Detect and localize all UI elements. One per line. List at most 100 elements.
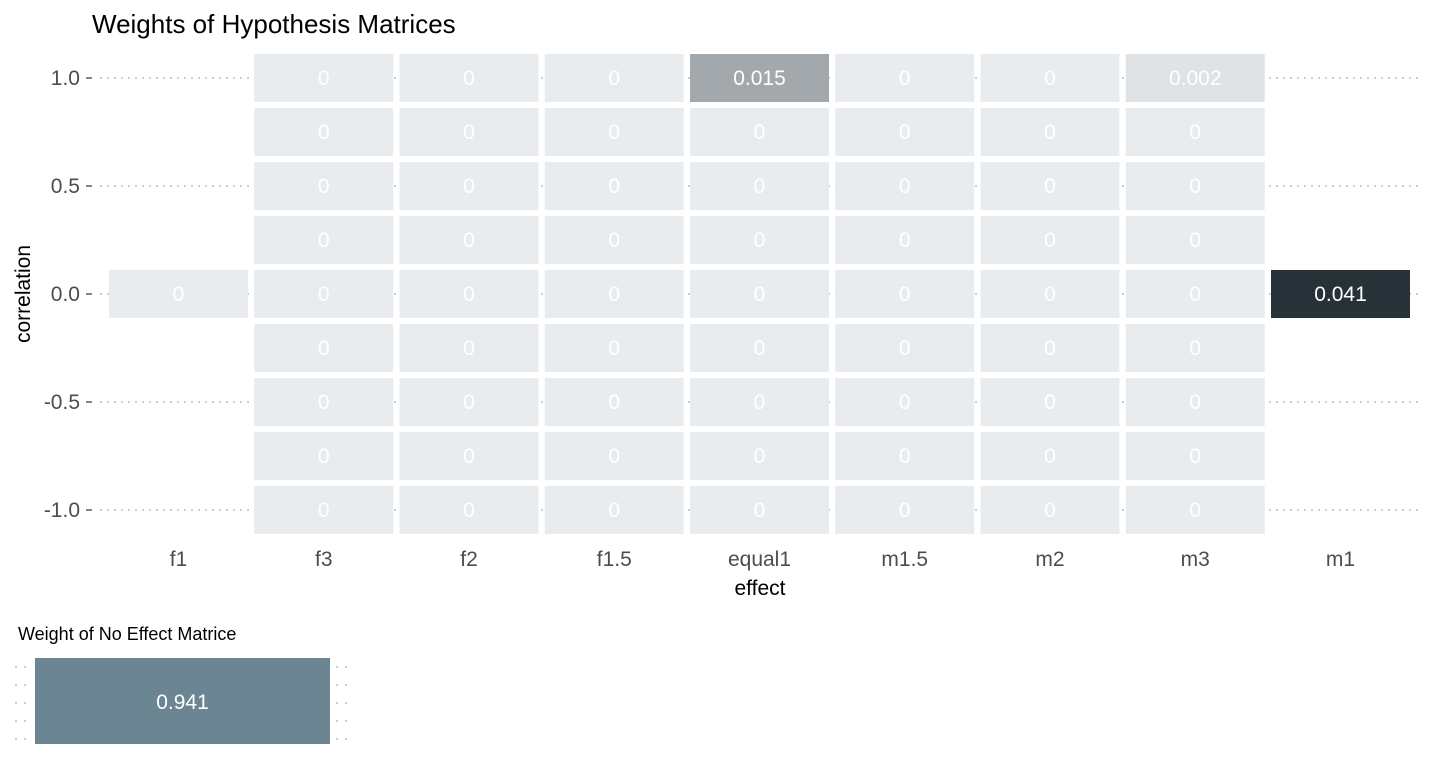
heatmap-cell: [835, 324, 975, 372]
heatmap-cell: [109, 270, 248, 318]
heatmap-cell: [399, 378, 539, 426]
heatmap-cell: [254, 54, 394, 102]
cell-value-label: 0: [899, 337, 911, 360]
heatmap-cell: [544, 162, 684, 210]
heatmap-cell: [254, 486, 394, 534]
heatmap-cell: [254, 216, 394, 264]
cell-value-label: 0: [1044, 229, 1056, 252]
heatmap-cell: [835, 432, 975, 480]
heatmap-cell: [690, 54, 829, 102]
heatmap-cell: [980, 162, 1120, 210]
cell-value-label: 0: [608, 67, 620, 90]
cell-value-label: 0: [1044, 283, 1056, 306]
heatmap-cell: [254, 378, 394, 426]
heatmap-cell: [544, 324, 684, 372]
x-tick-label: m2: [1035, 548, 1064, 571]
cell-value-label: 0: [1189, 121, 1201, 144]
x-tick-label: f1: [170, 548, 188, 571]
heatmap-cell: [690, 216, 829, 264]
y-tick-label: 1.0: [51, 67, 80, 90]
cell-value-label: 0: [1189, 391, 1201, 414]
cell-value-label: 0.041: [1314, 283, 1367, 306]
heatmap-cell: [254, 162, 394, 210]
cell-value-label: 0: [463, 229, 475, 252]
cell-value-label: 0: [608, 175, 620, 198]
heatmap-cell: [544, 432, 684, 480]
x-tick-label: f2: [460, 548, 478, 571]
cell-value-label: 0: [754, 337, 766, 360]
x-tick-label: equal1: [728, 548, 791, 571]
cell-value-label: 0: [463, 391, 475, 414]
x-tick-label: m3: [1181, 548, 1210, 571]
heatmap-cell: [1125, 324, 1265, 372]
cell-value-label: 0: [463, 337, 475, 360]
cell-value-label: 0: [1044, 175, 1056, 198]
heatmap-cell: [544, 270, 684, 318]
heatmap-cell: [835, 162, 975, 210]
heatmap-cell: [690, 432, 829, 480]
heatmap-cell: [544, 216, 684, 264]
cell-value-label: 0: [1189, 499, 1201, 522]
y-tick-label: -0.5: [44, 391, 80, 414]
cell-value-label: 0.002: [1169, 67, 1222, 90]
cell-value-label: 0: [318, 445, 330, 468]
cell-value-label: 0: [463, 283, 475, 306]
cell-value-label: 0: [899, 445, 911, 468]
heatmap-cell: [1271, 270, 1410, 318]
y-tick-label: 0.0: [51, 283, 80, 306]
heatmap-cell: [1125, 270, 1265, 318]
cell-value-label: 0: [608, 499, 620, 522]
heatmap-cell: [254, 270, 394, 318]
y-axis-ticks: 1.0 0.5 0.0 -0.5 -1.0: [44, 67, 92, 522]
heatmap-cell: [544, 378, 684, 426]
cell-value-label: 0.015: [733, 67, 786, 90]
cell-value-label: 0: [463, 121, 475, 144]
cell-value-label: 0: [899, 283, 911, 306]
heatmap-cell: [399, 54, 539, 102]
cell-value-label: 0: [318, 499, 330, 522]
cell-value-label: 0: [318, 283, 330, 306]
heatmap-cell: [1125, 108, 1265, 156]
heatmap-cell: [690, 270, 829, 318]
heatmap-cell: [544, 108, 684, 156]
cell-value-label: 0: [754, 445, 766, 468]
cell-value-label: 0: [1044, 337, 1056, 360]
cell-value-label: 0: [1044, 121, 1056, 144]
cell-value-label: 0: [754, 391, 766, 414]
heatmap-cell: [690, 324, 829, 372]
heatmap-cell: [835, 216, 975, 264]
heatmap-cell: [835, 378, 975, 426]
heatmap-cell: [835, 54, 975, 102]
cell-value-label: 0: [608, 121, 620, 144]
heatmap-cell: [399, 270, 539, 318]
y-tick-label: 0.5: [51, 175, 80, 198]
heatmap-cell: [835, 108, 975, 156]
y-axis-title: correlation: [12, 245, 35, 343]
cell-value-label: 0: [754, 175, 766, 198]
cell-value-label: 0: [608, 337, 620, 360]
heatmap-cell: [1125, 432, 1265, 480]
heatmap-cell: [399, 216, 539, 264]
heatmap-cell: [835, 486, 975, 534]
cell-value-label: 0: [899, 499, 911, 522]
heatmap-cell: [980, 216, 1120, 264]
heatmap-cell: [980, 54, 1120, 102]
cell-value-label: 0: [1044, 445, 1056, 468]
heatmap-cell: [980, 270, 1120, 318]
heatmap-cell: [399, 432, 539, 480]
x-tick-label: m1: [1326, 548, 1355, 571]
x-axis-title: effect: [735, 577, 786, 600]
cell-value-label: 0: [318, 337, 330, 360]
cell-value-label: 0: [754, 499, 766, 522]
heatmap-cell: [1125, 378, 1265, 426]
cell-value-label: 0: [899, 391, 911, 414]
cell-value-label: 0: [1044, 391, 1056, 414]
no-effect-cell: [35, 658, 330, 744]
cell-value-label: 0: [899, 229, 911, 252]
heatmap-cell: [254, 324, 394, 372]
cell-value-label: 0: [608, 229, 620, 252]
heatmap-cell: [399, 162, 539, 210]
cell-value-label: 0: [463, 67, 475, 90]
no-effect-title: Weight of No Effect Matrice: [18, 624, 236, 644]
heatmap-cell: [980, 378, 1120, 426]
